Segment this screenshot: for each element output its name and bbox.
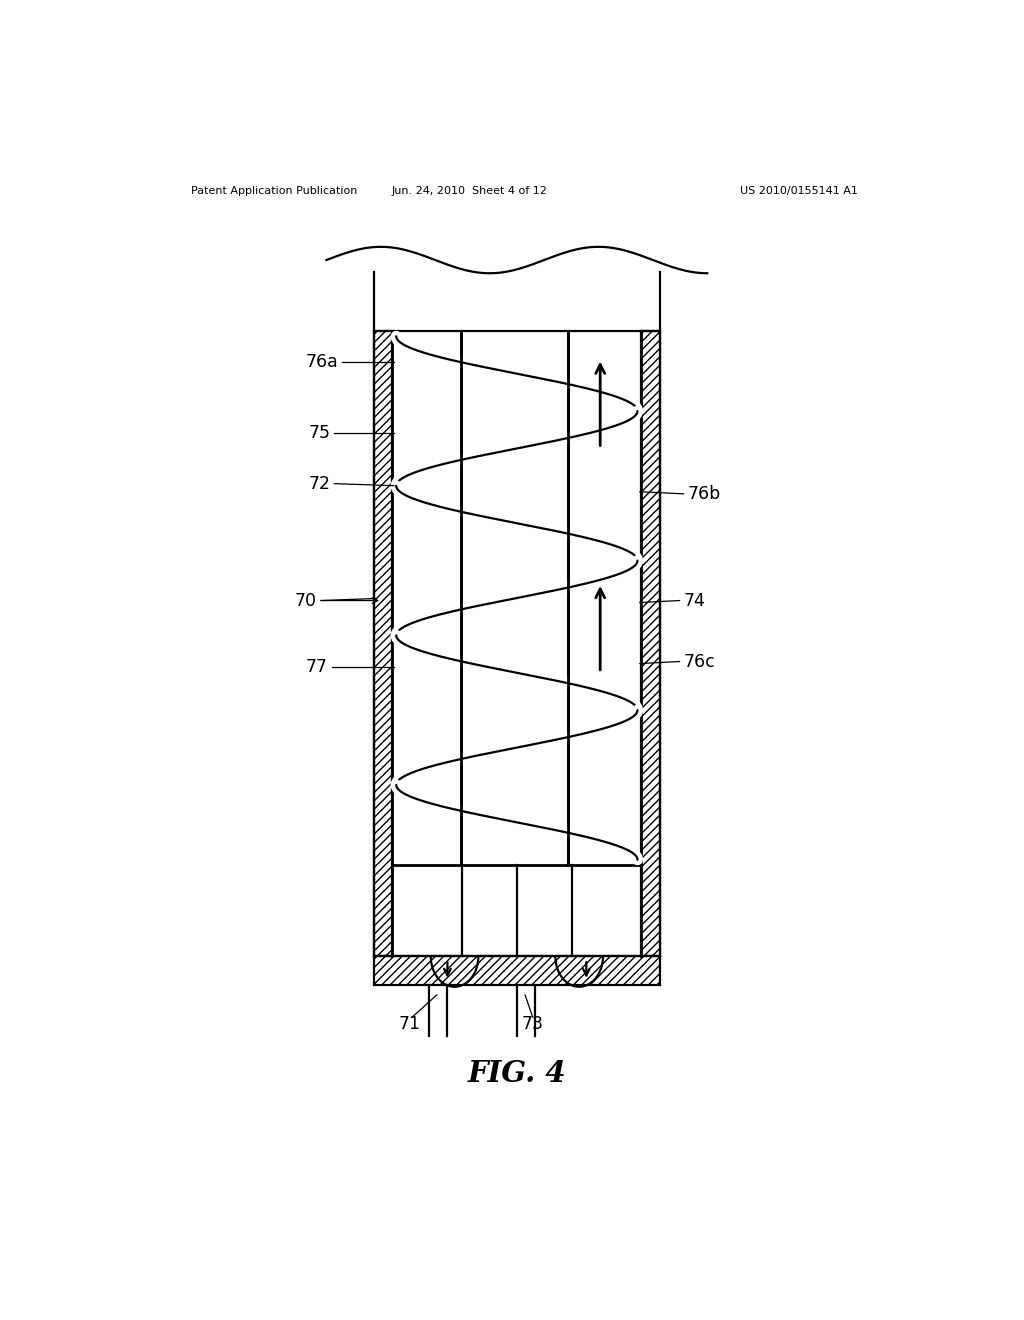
Bar bbox=[374, 956, 659, 985]
Text: Jun. 24, 2010  Sheet 4 of 12: Jun. 24, 2010 Sheet 4 of 12 bbox=[391, 186, 547, 195]
Text: FIG. 4: FIG. 4 bbox=[468, 1059, 566, 1088]
Text: 77: 77 bbox=[306, 657, 328, 676]
Text: 76b: 76b bbox=[687, 484, 721, 503]
Text: US 2010/0155141 A1: US 2010/0155141 A1 bbox=[740, 186, 858, 195]
Text: 76a: 76a bbox=[305, 352, 338, 371]
Text: 74: 74 bbox=[684, 591, 706, 610]
Text: 70: 70 bbox=[295, 591, 316, 610]
Bar bbox=[374, 331, 392, 956]
Text: 71: 71 bbox=[398, 1015, 421, 1034]
Bar bbox=[641, 331, 659, 956]
Text: 76c: 76c bbox=[684, 652, 716, 671]
Text: 75: 75 bbox=[308, 424, 331, 442]
Text: 73: 73 bbox=[522, 1015, 544, 1034]
Text: Patent Application Publication: Patent Application Publication bbox=[191, 186, 357, 195]
Text: 72: 72 bbox=[308, 475, 331, 492]
